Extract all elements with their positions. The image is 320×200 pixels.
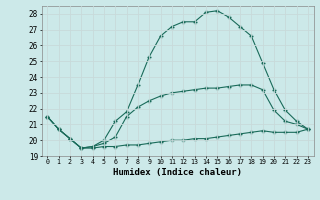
X-axis label: Humidex (Indice chaleur): Humidex (Indice chaleur) (113, 168, 242, 177)
